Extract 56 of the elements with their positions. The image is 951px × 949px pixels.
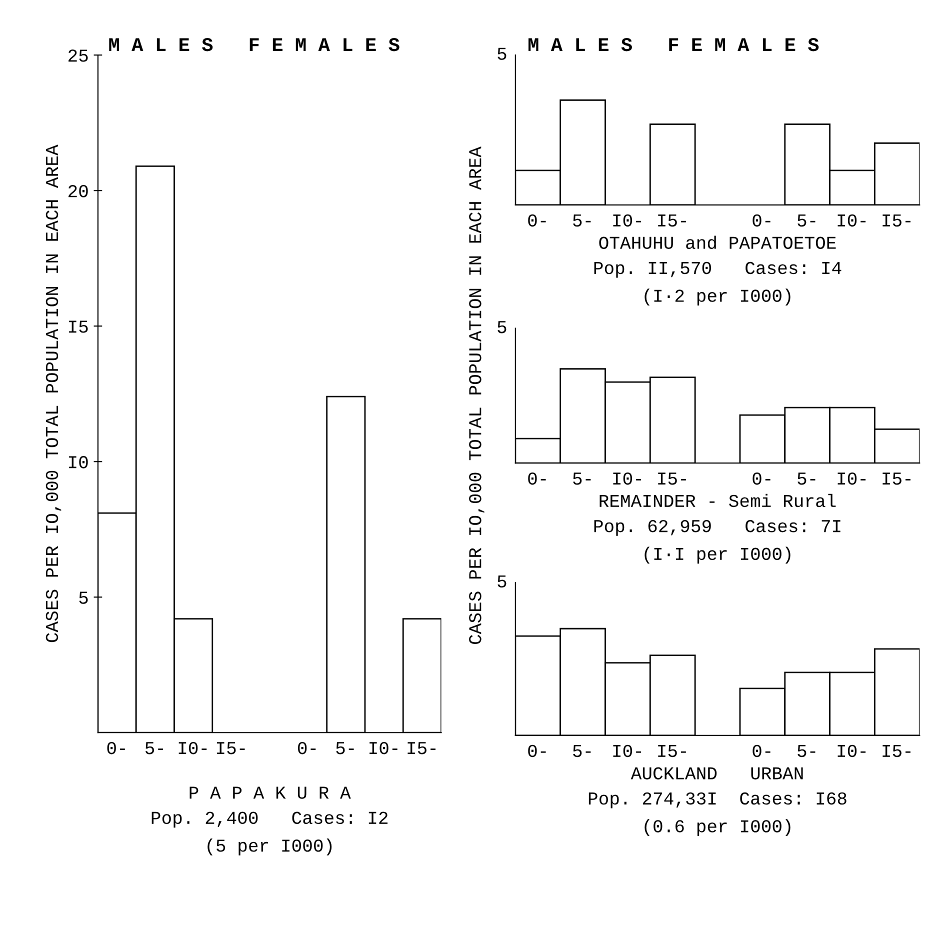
x-axis-title: P A P A K U R A [190, 786, 351, 799]
x-tick-label: 5- [798, 472, 816, 485]
x-tick-label: I5- [882, 214, 910, 227]
x-axis-title: OTAHUHU and PAPATOETOE [599, 236, 836, 250]
text: Pop. 62,959 Cases: 7I [594, 520, 840, 536]
x-tick-label: 5- [336, 742, 354, 754]
x-tick-label: I0- [178, 742, 207, 754]
x-tick-label: 0- [107, 742, 125, 754]
x-tick-label: 5- [145, 742, 164, 754]
text: 5 [498, 575, 506, 588]
x-tick-label: I0- [370, 742, 398, 754]
y-tick-label: I0 [69, 456, 88, 468]
x-tick-label: 0- [752, 744, 770, 758]
y-axis-title: CASES PER IO,000 TOTAL POPULATION IN EACH AREA [469, 146, 484, 644]
text: Pop. II,570 Cases: I4 [594, 262, 842, 278]
x-tick-label: 0- [298, 742, 316, 754]
x-tick-label: I5- [658, 472, 686, 485]
x-tick-label: I5- [882, 472, 910, 485]
x-tick-label: I0- [613, 472, 642, 485]
x-axis-title: REMAINDER - Semi Rural [600, 494, 836, 508]
text: (I·2 per I000) [644, 288, 790, 306]
x-tick-label: 0- [752, 472, 770, 485]
x-tick-label: I0- [838, 472, 866, 485]
chart-title: M A L E S F E M A L E S [528, 38, 819, 52]
x-tick-label: 5- [573, 472, 591, 485]
text: Pop. 274,33I Cases: I68 [588, 792, 846, 808]
y-tick-label: I5 [69, 320, 88, 333]
chart-title: M A L E S F E M A L E S [109, 38, 400, 52]
x-tick-label: I5- [882, 745, 910, 758]
x-tick-label: 5- [798, 745, 816, 758]
text: (I·I per I000) [644, 546, 790, 564]
x-tick-label: 5- [573, 214, 591, 227]
y-tick-label: 20 [68, 185, 88, 198]
x-tick-label: I5- [658, 745, 686, 758]
y-axis-title: CASES PER IO,000 TOTAL POPULATION IN EACH AREA [46, 144, 62, 642]
text: 5 [498, 48, 506, 60]
x-axis-title: AUCKLAND URBAN [630, 767, 803, 780]
x-tick-label: 0- [528, 744, 546, 758]
x-tick-label: I5- [216, 742, 245, 754]
text: (0.6 per I000) [644, 819, 790, 836]
text: Pop. 2,400 Cases: I2 [152, 812, 388, 828]
x-tick-label: 0- [752, 214, 770, 227]
x-tick-label: 0- [528, 214, 546, 227]
y-tick-label: 5 [79, 592, 88, 604]
x-tick-label: I0- [613, 744, 642, 758]
x-tick-label: I5- [408, 742, 436, 754]
x-tick-label: 0- [528, 472, 546, 485]
x-tick-label: 5- [798, 214, 816, 227]
x-tick-label: I5- [658, 214, 686, 227]
x-tick-label: 5- [573, 745, 591, 758]
y-tick-label: 25 [68, 50, 88, 62]
x-tick-label: I0- [838, 214, 866, 227]
text: (5 per I000) [208, 838, 332, 856]
text: 5 [498, 321, 506, 334]
x-tick-label: I0- [613, 214, 642, 227]
x-tick-label: I0- [838, 744, 866, 758]
